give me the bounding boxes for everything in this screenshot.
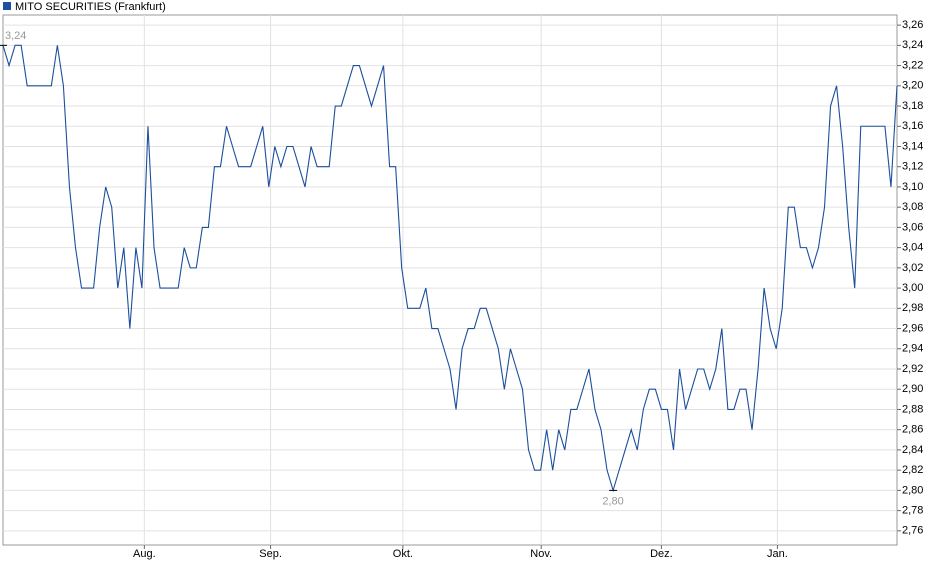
- y-tick-label: 3,00: [902, 282, 923, 294]
- y-tick-label: 2,90: [902, 383, 923, 395]
- plot-area: [2, 14, 898, 546]
- y-tick-label: 2,84: [902, 444, 923, 456]
- line-series: [2, 44, 898, 493]
- y-tick-label: 3,02: [902, 262, 923, 274]
- y-tick-label: 3,18: [902, 100, 923, 112]
- y-tick-label: 2,86: [902, 424, 923, 436]
- legend-label: MITO SECURITIES (Frankfurt): [15, 1, 166, 13]
- y-tick-label: 2,92: [902, 363, 923, 375]
- y-tick-label: 2,76: [902, 525, 923, 537]
- y-tick-label: 3,26: [902, 19, 923, 31]
- y-tick-label: 2,82: [902, 464, 923, 476]
- y-tick-label: 3,08: [902, 201, 923, 213]
- x-tick-label: Nov.: [530, 548, 552, 560]
- y-tick-label: 2,94: [902, 343, 923, 355]
- y-tick-label: 2,96: [902, 322, 923, 334]
- x-tick-label: Sep.: [259, 548, 282, 560]
- y-tick-label: 2,88: [902, 403, 923, 415]
- y-tick-label: 3,06: [902, 221, 923, 233]
- legend-swatch: [3, 2, 11, 10]
- y-tick-label: 2,98: [902, 302, 923, 314]
- y-tick-label: 3,24: [902, 39, 923, 51]
- x-tick-label: Dez.: [650, 548, 673, 560]
- y-tick-label: 2,80: [902, 484, 923, 496]
- y-tick-label: 2,78: [902, 505, 923, 517]
- annotation: 2,80: [602, 495, 623, 507]
- y-tick-label: 3,10: [902, 181, 923, 193]
- y-tick-label: 3,22: [902, 59, 923, 71]
- x-tick-label: Aug.: [133, 548, 156, 560]
- y-tick-label: 3,16: [902, 120, 923, 132]
- annotation: 3,24: [5, 30, 26, 42]
- y-tick-label: 3,12: [902, 161, 923, 173]
- y-tick-label: 3,04: [902, 242, 923, 254]
- x-tick-label: Okt.: [393, 548, 413, 560]
- y-tick-label: 3,20: [902, 80, 923, 92]
- y-tick-label: 3,14: [902, 140, 923, 152]
- x-tick-label: Jan.: [767, 548, 788, 560]
